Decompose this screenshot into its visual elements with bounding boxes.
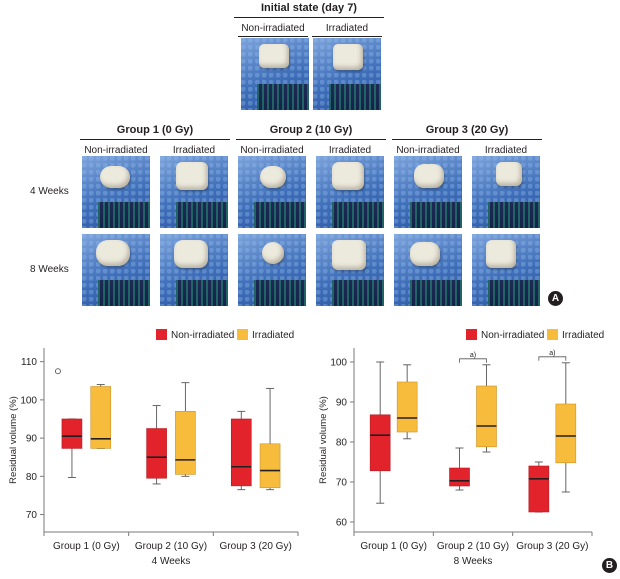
g1-irradiated-label: Irradiated	[172, 145, 216, 156]
y-tick-label: 100	[20, 395, 37, 406]
photo-g2-8w-non-irradiated	[238, 234, 306, 306]
y-axis-label: Residual volume (%)	[318, 396, 329, 484]
g1-non-irradiated-label: Non-irradiated	[84, 145, 148, 156]
photo-g2-4w-non-irradiated	[238, 156, 306, 228]
g2-non-irradiated-label: Non-irradiated	[240, 145, 304, 156]
photo-initial-irradiated	[313, 38, 381, 110]
photo-g3-8w-non-irradiated	[394, 234, 462, 306]
photo-initial-non-irradiated	[241, 38, 309, 110]
group-2-header: Group 2 (10 Gy)	[269, 124, 353, 136]
y-tick-label: 60	[336, 518, 348, 529]
box-irradiated	[476, 385, 497, 448]
box-non-irradiated	[230, 418, 252, 487]
x-axis-label: 4 Weeks	[152, 556, 191, 567]
y-tick-label: 100	[330, 358, 347, 369]
outlier-point	[54, 368, 61, 375]
box-non-irradiated	[369, 414, 391, 472]
g3-non-irradiated-label: Non-irradiated	[396, 145, 460, 156]
x-tick-label: Group 1 (0 Gy)	[360, 541, 427, 552]
box-plot-4-weeks: Non-irradiated Irradiated 70 80 90 100 110 Resi…	[8, 329, 299, 567]
legend-label: Non-irradiated	[171, 330, 234, 341]
photo-g3-4w-irradiated	[472, 156, 540, 228]
y-tick-label: 80	[26, 472, 38, 483]
header-rule	[236, 139, 386, 140]
box-irradiated	[555, 403, 577, 464]
initial-irradiated-label: Irradiated	[325, 23, 369, 34]
y-tick-label: 80	[336, 438, 348, 449]
photo-g1-8w-non-irradiated	[82, 234, 150, 306]
g2-irradiated-label: Irradiated	[328, 145, 372, 156]
group-1-header: Group 1 (0 Gy)	[116, 124, 194, 136]
significance-label: a)	[549, 350, 555, 357]
y-tick-label: 90	[336, 398, 348, 409]
panel-b-badge: B	[602, 558, 617, 573]
group-3-header: Group 3 (20 Gy)	[425, 124, 509, 136]
x-axis-label: 8 Weeks	[454, 556, 493, 567]
y-tick-label: 110	[21, 357, 37, 368]
legend-swatch	[547, 329, 558, 340]
y-tick-label: 70	[26, 510, 38, 521]
box-non-irradiated	[528, 465, 550, 513]
significance-label: a)	[470, 352, 476, 359]
box-irradiated	[396, 381, 418, 433]
initial-non-irradiated-label: Non-irradiated	[241, 23, 305, 34]
header-rule	[392, 139, 542, 140]
row-label-4-weeks: 4 Weeks	[30, 186, 69, 197]
y-tick-label: 90	[26, 434, 38, 445]
x-tick-label: Group 3 (20 Gy)	[516, 541, 588, 552]
legend-label: Non-irradiated	[481, 330, 544, 341]
photo-g2-8w-irradiated	[316, 234, 384, 306]
g3-irradiated-label: Irradiated	[484, 145, 528, 156]
box-non-irradiated	[146, 428, 167, 479]
panel-a-badge: A	[548, 291, 563, 306]
header-rule	[234, 17, 384, 18]
y-axis-label: Residual volume (%)	[8, 396, 19, 484]
y-tick-label: 70	[336, 478, 348, 489]
legend-swatch	[466, 329, 477, 340]
x-tick-label: Group 1 (0 Gy)	[53, 541, 120, 552]
significance-bracket	[538, 356, 567, 361]
x-tick-label: Group 2 (10 Gy)	[135, 541, 207, 552]
legend-swatch	[156, 329, 167, 340]
box-irradiated	[90, 386, 112, 449]
subheader-rule	[238, 36, 308, 37]
box-non-irradiated	[449, 467, 470, 487]
photo-g1-4w-non-irradiated	[82, 156, 150, 228]
legend-label: Irradiated	[562, 330, 604, 341]
photo-g3-8w-irradiated	[472, 234, 540, 306]
photo-g1-8w-irradiated	[160, 234, 228, 306]
subheader-rule	[312, 36, 382, 37]
legend-swatch	[237, 329, 248, 340]
box-irradiated	[175, 411, 196, 475]
box-irradiated	[259, 443, 281, 489]
significance-bracket	[459, 358, 487, 363]
photo-g2-4w-irradiated	[316, 156, 384, 228]
x-tick-label: Group 3 (20 Gy)	[220, 541, 292, 552]
x-tick-label: Group 2 (10 Gy)	[437, 541, 509, 552]
row-label-8-weeks: 8 Weeks	[30, 264, 69, 275]
initial-state-header: Initial state (day 7)	[261, 2, 357, 14]
box-plot-8-weeks: Non-irradiated Irradiated 60 70 80 90 100 Resid…	[318, 329, 604, 567]
box-non-irradiated	[61, 418, 83, 449]
photo-g1-4w-irradiated	[160, 156, 228, 228]
legend-label: Irradiated	[252, 330, 294, 341]
photo-g3-4w-non-irradiated	[394, 156, 462, 228]
header-rule	[80, 139, 230, 140]
